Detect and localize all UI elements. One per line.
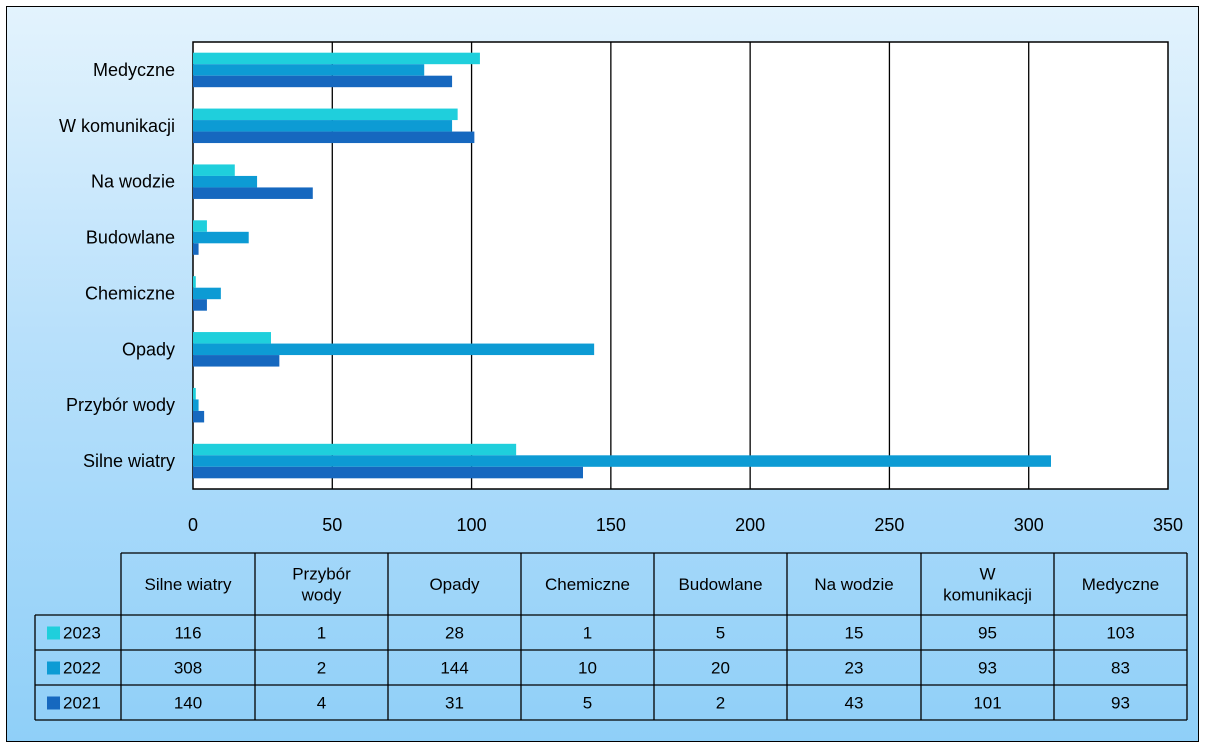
table-header-cell: komunikacji	[943, 586, 1032, 605]
legend-swatch-2023	[47, 626, 60, 640]
bar-2022	[193, 175, 258, 188]
x-tick-label: 50	[322, 515, 342, 535]
bar-2023	[193, 220, 207, 232]
table-value-cell: 95	[978, 624, 997, 643]
table-header-cell: Budowlane	[678, 575, 762, 594]
category-label: Silne wiatry	[83, 451, 175, 471]
bar-2021	[193, 187, 313, 199]
table-value-cell: 308	[174, 659, 202, 678]
table-header-cell: Opady	[429, 575, 480, 594]
table-value-cell: 93	[978, 659, 997, 678]
table-header-cell: Na wodzie	[814, 575, 893, 594]
bar-2022	[193, 64, 425, 76]
x-tick-label: 0	[188, 515, 198, 535]
category-label: Chemiczne	[85, 283, 175, 303]
table-value-cell: 15	[845, 624, 864, 643]
x-tick-label: 200	[735, 515, 765, 535]
bar-2023	[193, 443, 517, 456]
table-value-cell: 31	[445, 694, 464, 713]
table-value-cell: 140	[174, 694, 202, 713]
legend-swatch-2022	[47, 661, 60, 675]
x-tick-label: 250	[874, 515, 904, 535]
table-value-cell: 103	[1106, 624, 1134, 643]
table-header-cell: Medyczne	[1082, 575, 1159, 594]
table-value-cell: 83	[1111, 659, 1130, 678]
bar-2021	[193, 355, 280, 367]
bar-2021	[193, 243, 199, 255]
bar-2022	[193, 231, 249, 244]
legend-label: 2023	[63, 624, 101, 643]
bar-2022	[193, 120, 453, 132]
table-header-cell: Chemiczne	[545, 575, 630, 594]
table-header-cell: W	[979, 565, 995, 584]
legend-label: 2021	[63, 694, 101, 713]
table-value-cell: 43	[845, 694, 864, 713]
table-header-cell: Silne wiatry	[145, 575, 232, 594]
table-value-cell: 2	[716, 694, 725, 713]
category-label: Opady	[122, 339, 175, 359]
category-label: Na wodzie	[91, 172, 175, 192]
x-tick-label: 300	[1014, 515, 1044, 535]
bar-2023	[193, 276, 196, 288]
bar-2023	[193, 52, 480, 65]
bar-2021	[193, 466, 583, 479]
legend-swatch-2021	[47, 696, 60, 710]
bar-2022	[193, 287, 221, 300]
table-value-cell: 23	[845, 659, 864, 678]
table-value-cell: 116	[174, 624, 201, 643]
table-value-cell: 1	[317, 624, 326, 643]
legend-label: 2022	[63, 659, 101, 678]
table-header-cell: wody	[301, 586, 342, 605]
bar-2021	[193, 131, 475, 144]
bar-2022	[193, 455, 1051, 467]
table-value-cell: 5	[583, 694, 592, 713]
x-tick-label: 150	[596, 515, 626, 535]
bar-2023	[193, 332, 271, 344]
table-value-cell: 2	[317, 659, 326, 678]
category-label: Budowlane	[86, 228, 175, 248]
bar-2022	[193, 343, 595, 356]
bar-2022	[193, 399, 199, 411]
table-value-cell: 1	[583, 624, 592, 643]
table-value-cell: 28	[445, 624, 464, 643]
bar-2023	[193, 108, 458, 121]
table-value-cell: 5	[716, 624, 725, 643]
bar-2021	[193, 299, 207, 311]
table-value-cell: 20	[711, 659, 730, 678]
table-header-cell: Przybór	[292, 565, 351, 584]
table-value-cell: 144	[440, 659, 468, 678]
table-value-cell: 4	[317, 694, 326, 713]
category-label: W komunikacji	[59, 116, 175, 136]
table-value-cell: 93	[1111, 694, 1130, 713]
bar-2023	[193, 387, 196, 400]
bar-2023	[193, 164, 235, 176]
bar-2021	[193, 75, 453, 88]
category-label: Medyczne	[93, 60, 175, 80]
bar-2021	[193, 410, 205, 423]
x-tick-label: 100	[457, 515, 487, 535]
bar-chart: Silne wiatry Przybór wody Opady Chemiczne Bu…	[34, 41, 1188, 721]
x-tick-label: 350	[1153, 515, 1183, 535]
category-label: Przybór wody	[66, 395, 175, 415]
table-value-cell: 10	[578, 659, 597, 678]
table-value-cell: 101	[973, 694, 1001, 713]
chart-frame: Silne wiatry Przybór wody Opady Chemiczne Bu…	[6, 6, 1199, 742]
